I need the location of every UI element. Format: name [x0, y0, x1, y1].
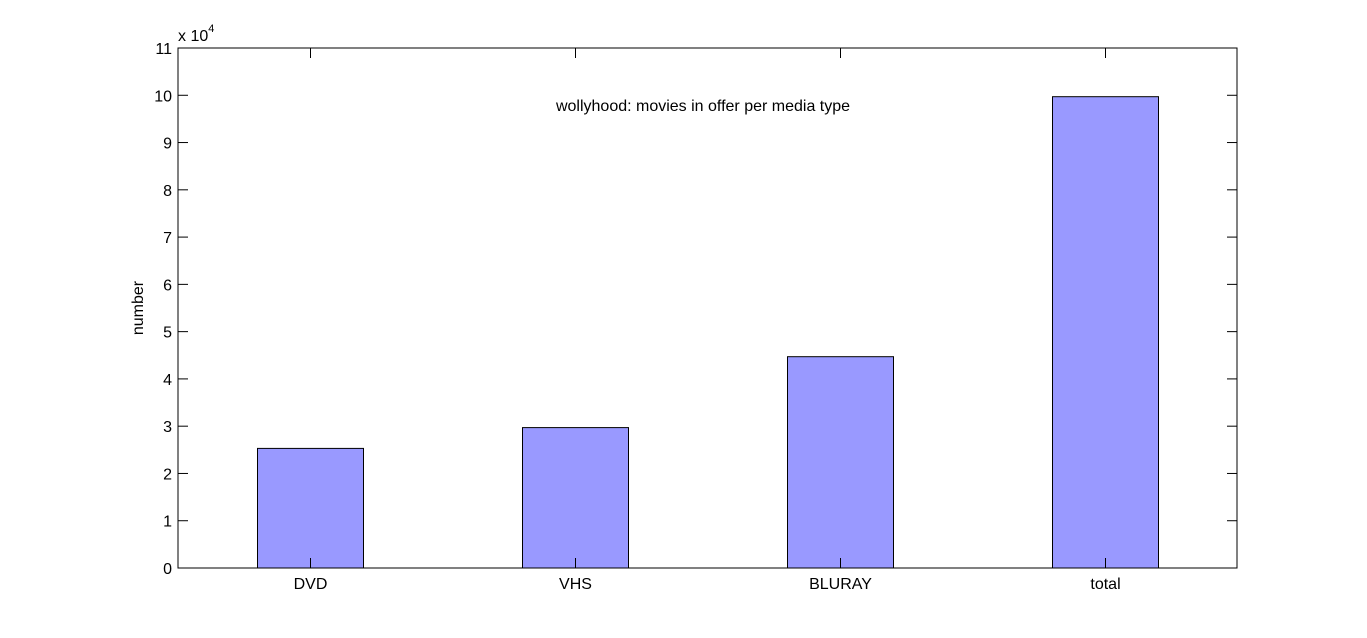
x-ticks-group: DVD VHS BLURAY total — [294, 48, 1121, 593]
y-ticks-group: 0 1 2 3 4 5 6 7 8 9 10 11 — [154, 41, 1237, 578]
plot-frame — [177, 47, 1238, 569]
bar-dvd — [257, 447, 364, 569]
y-multiplier-exponent: 4 — [208, 23, 214, 35]
y-axis-label: number — [130, 280, 147, 335]
y-multiplier: x 104 — [178, 23, 214, 45]
bar-vhs — [522, 427, 629, 569]
x-tick-label: DVD — [294, 576, 328, 593]
y-tick-label: 7 — [163, 230, 172, 247]
y-multiplier-base: x 10 — [178, 28, 208, 45]
y-tick-label: 6 — [163, 277, 172, 294]
x-tick-label: total — [1090, 576, 1120, 593]
y-tick-label: 10 — [154, 88, 172, 105]
bar-bluray — [787, 356, 894, 569]
bars-group — [257, 96, 1159, 569]
x-tick-label: BLURAY — [809, 576, 872, 593]
y-tick-label: 3 — [163, 419, 172, 436]
y-tick-label: 8 — [163, 183, 172, 200]
y-tick-label: 5 — [163, 325, 172, 342]
y-tick-label: 11 — [155, 41, 172, 58]
chart-annotation: wollyhood: movies in offer per media typ… — [555, 98, 850, 115]
y-tick-label: 9 — [163, 136, 172, 153]
y-tick-label: 4 — [163, 372, 172, 389]
x-tick-label: VHS — [559, 576, 592, 593]
y-tick-label: 1 — [163, 514, 172, 531]
y-tick-label: 2 — [163, 466, 172, 483]
bar-total — [1052, 96, 1159, 569]
y-tick-label: 0 — [163, 561, 172, 578]
